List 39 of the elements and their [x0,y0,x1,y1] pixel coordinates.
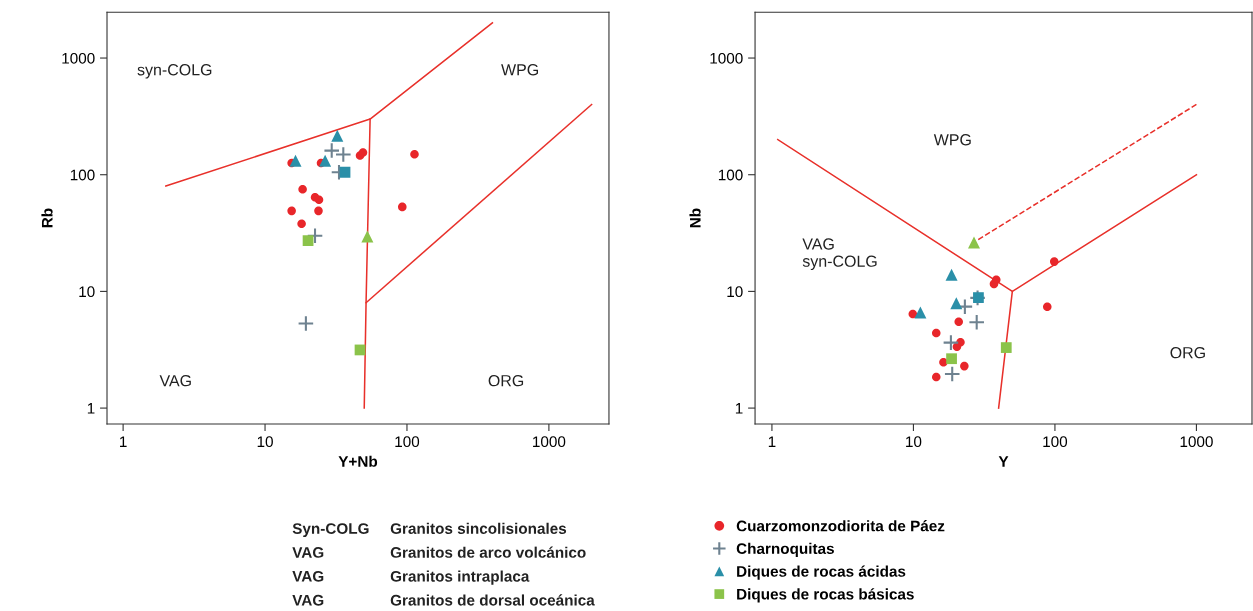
y-tick-label: 1000 [62,52,95,64]
annotation: WPG [501,64,538,76]
y-tick-label: 100 [70,169,95,181]
x-axis-title: Y [998,456,1009,467]
x-tick-label: 1000 [1180,436,1213,448]
x-axis-title: Y+Nb [338,455,378,467]
annotation: syn-COLG [137,64,212,79]
x-tick-label: 100 [395,436,420,448]
y-tick-label: 10 [727,286,743,298]
text: VAG [292,594,324,606]
legend-label: Charnoquitas [736,542,834,558]
y-tick-label: 1000 [710,52,743,64]
y-tick-label: 1 [87,403,95,414]
x-tick-label: 1000 [533,436,566,448]
y-tick-label: 10 [79,286,95,298]
text: Granitos intraplaca [390,570,530,585]
y-axis-title: Nb [689,208,701,228]
legend-label: Diques de rocas ácidas [737,565,906,580]
x-tick-label: 1 [768,436,776,447]
annotation: ORG [1170,347,1205,359]
text: VAG [292,547,324,558]
text: Granitos sincolisionales [390,522,567,534]
text: VAG [292,570,324,582]
x-tick-label: 100 [1043,436,1068,448]
x-tick-label: 10 [257,436,273,448]
legend-label: Diques de rocas básicas [737,588,914,603]
annotation: WPG [933,134,971,146]
text: Granitos de arco volcánico [390,546,586,558]
annotation: VAG syn-COLG [802,238,877,270]
x-tick-label: 1 [120,436,127,447]
y-axis-title: Rb [41,208,53,228]
text: Granitos de dorsal oceánica [390,594,595,606]
y-tick-label: 1 [735,403,743,414]
x-tick-label: 10 [906,436,922,448]
y-tick-label: 100 [718,169,743,181]
annotation: ORG [488,375,524,387]
legend-label: Cuarzomonzodiorita de Páez [736,520,945,532]
annotation: VAG [159,375,191,387]
text: Syn-COLG [292,523,369,537]
